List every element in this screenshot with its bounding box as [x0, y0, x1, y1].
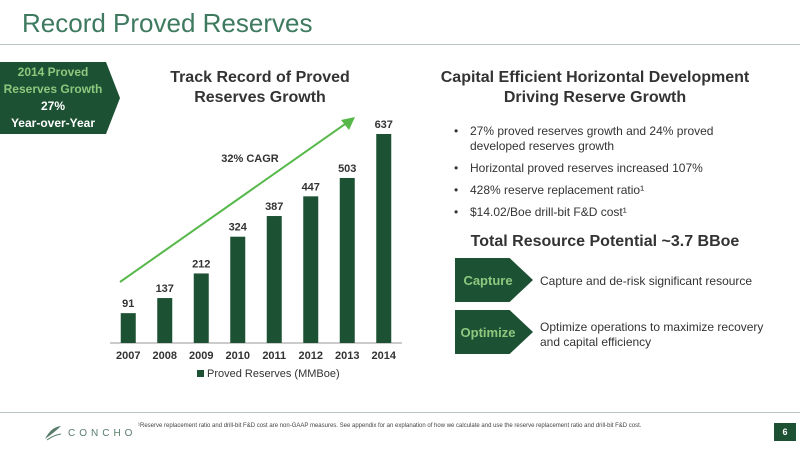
data-label: 503	[338, 163, 356, 175]
x-tick-label: 2011	[262, 350, 286, 362]
data-label: 137	[156, 283, 174, 295]
page-number: 6	[774, 423, 796, 441]
highlight-item: Horizontal proved reserves increased 107…	[450, 161, 760, 176]
data-label: 637	[375, 119, 393, 131]
company-logo: CONCHO	[44, 425, 136, 441]
data-label: 447	[302, 181, 320, 193]
bar	[230, 236, 246, 343]
x-tick-label: 2013	[335, 350, 359, 362]
highlight-item: 428% reserve replacement ratio¹	[450, 183, 760, 198]
reserves-bar-chart: 91 2007 137 2008 212 2009 324 2010 387 2011 447 201…	[110, 117, 402, 380]
x-tick-label: 2010	[226, 350, 250, 362]
right-heading: Capital Efficient Horizontal Development…	[440, 69, 750, 106]
resource-title: Total Resource Potential ~3.7 BBoe	[470, 233, 740, 250]
callout-percent: 27%	[40, 99, 66, 113]
data-label: 324	[229, 222, 248, 234]
legend-swatch	[197, 370, 204, 377]
x-tick-label: 2014	[372, 350, 397, 362]
data-label: 212	[192, 258, 210, 270]
x-tick-label: 2012	[299, 350, 323, 362]
callout-line1: 2014 Proved	[17, 65, 89, 79]
cagr-annotation: 32% CAGR	[221, 153, 279, 165]
bar	[303, 196, 319, 343]
x-tick-label: 2007	[116, 350, 140, 362]
capture-description: Capture and de-risk significant resource	[540, 274, 753, 288]
bar	[376, 134, 392, 343]
footer-divider	[0, 412, 800, 413]
legend-label: Proved Reserves (MMBoe)	[207, 368, 340, 380]
capture-label: Capture	[463, 273, 513, 288]
callout-line3: Year-over-Year	[10, 116, 96, 130]
callout-line2: Reserves Growth	[3, 82, 103, 96]
page-title: Record Proved Reserves	[22, 8, 313, 38]
leaf-icon	[45, 426, 62, 441]
title-divider	[0, 44, 800, 45]
highlight-item: 27% proved reserves growth and 24% prove…	[450, 124, 760, 154]
x-tick-label: 2009	[189, 350, 213, 362]
chart-title: Track Record of Proved Reserves Growth	[170, 69, 350, 106]
bar	[193, 273, 209, 343]
bar	[339, 177, 355, 343]
optimize-description: Optimize operations to maximize recovery…	[540, 320, 764, 349]
optimize-label: Optimize	[460, 325, 516, 340]
highlight-item: $14.02/Boe drill-bit F&D cost¹	[450, 205, 760, 220]
cagr-trend-line	[119, 121, 349, 283]
arrowhead-icon	[341, 117, 355, 130]
bar	[157, 298, 173, 343]
footnote: ¹Reserve replacement ratio and drill-bit…	[138, 423, 642, 429]
bar	[266, 216, 282, 343]
x-tick-label: 2008	[153, 350, 177, 362]
highlights-list: 27% proved reserves growth and 24% prove…	[450, 124, 760, 227]
logo-text: CONCHO	[68, 427, 137, 439]
data-label: 91	[122, 298, 134, 310]
bar	[120, 313, 136, 343]
data-label: 387	[265, 201, 283, 213]
callout-arrow	[106, 62, 120, 134]
growth-callout: 2014 Proved Reserves Growth 27% Year-ove…	[0, 62, 106, 134]
